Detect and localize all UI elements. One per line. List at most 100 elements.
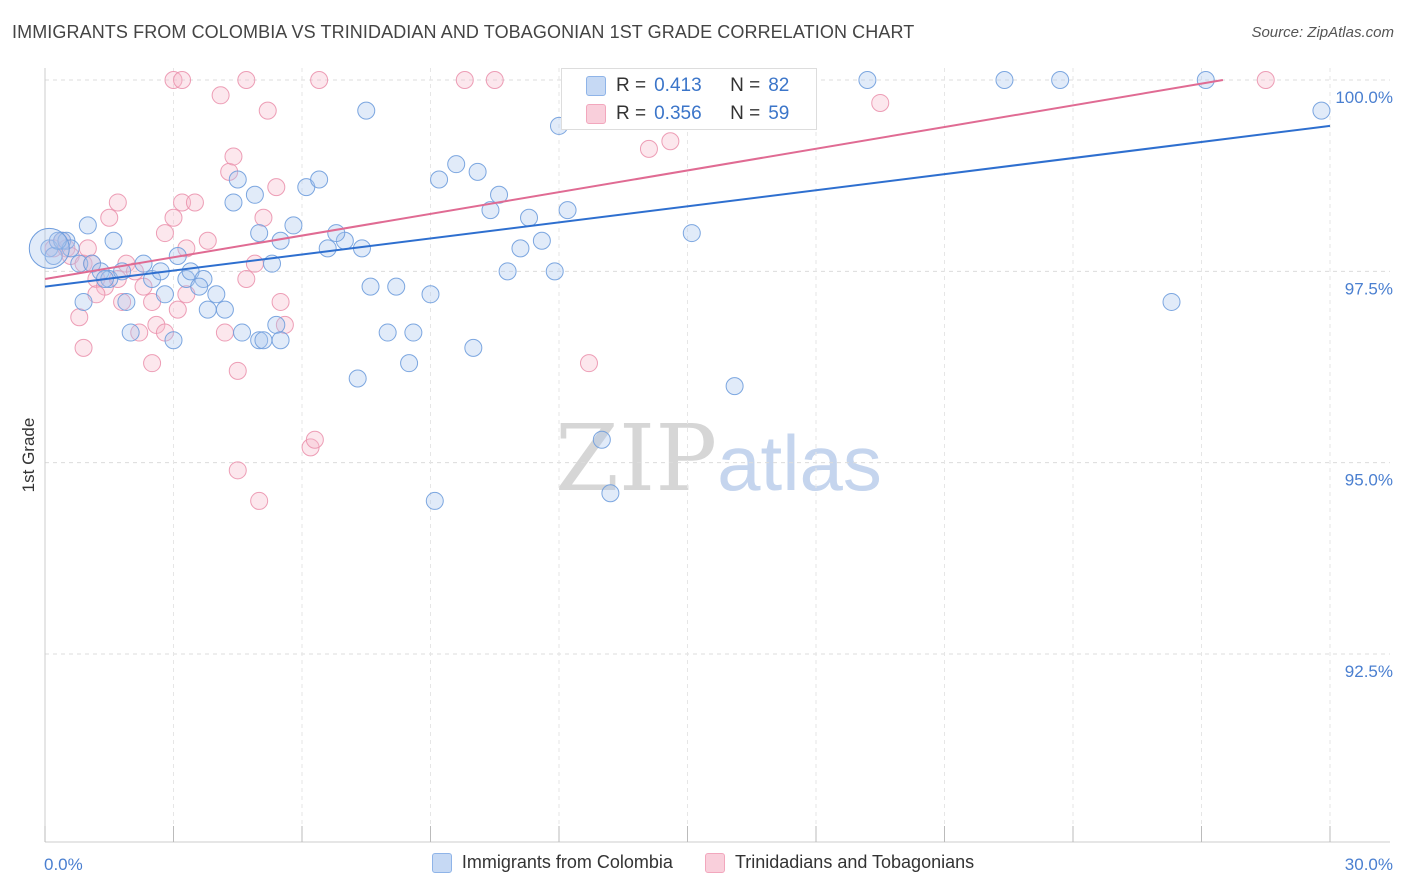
colombia-point [190, 277, 209, 296]
legend-swatch-blue [431, 852, 452, 873]
colombia-point [481, 201, 500, 220]
colombia-point [74, 292, 93, 311]
legend-swatch-pink [704, 852, 725, 873]
stats-r-label-pink: R = [616, 103, 647, 124]
colombia-point [558, 201, 577, 220]
colombia-point [858, 71, 877, 89]
trinidadian-point [108, 193, 127, 212]
colombia-point [233, 323, 252, 342]
colombia-point [400, 354, 419, 373]
trend-line-trinidadian [44, 79, 1224, 280]
colombia-point [361, 277, 380, 296]
colombia-point [430, 170, 449, 189]
colombia-point [327, 224, 346, 243]
trinidadian-point [485, 71, 504, 89]
colombia-point [267, 315, 286, 334]
colombia-point [310, 170, 329, 189]
colombia-point [215, 300, 234, 319]
colombia-point [995, 71, 1014, 89]
colombia-point [1196, 71, 1215, 89]
trinidadian-point [224, 147, 243, 166]
colombia-point [601, 484, 620, 503]
colombia-point [207, 285, 226, 304]
trinidadian-point [310, 71, 329, 89]
colombia-point [1162, 292, 1181, 311]
colombia-point [198, 300, 217, 319]
y-tick-label: 95.0% [1345, 471, 1393, 490]
y-tick-label: 97.5% [1345, 279, 1393, 298]
y-tick-label: 92.5% [1345, 662, 1393, 681]
legend-item-colombia: Immigrants from Colombia [431, 852, 673, 873]
stats-r-value-pink: 0.356 [654, 103, 702, 124]
colombia-point [468, 162, 487, 181]
trinidadian-point [211, 86, 230, 105]
trinidadian-point [155, 224, 174, 243]
axis-labels: 100.0% 97.5% 95.0% 92.5% 0.0% 30.0% 1st Grade [19, 88, 1393, 874]
colombia-point [592, 430, 611, 449]
trinidadian-point [78, 239, 97, 258]
colombia-point [228, 170, 247, 189]
trinidadian-point [267, 178, 286, 197]
colombia-point [78, 216, 97, 235]
stats-n-label-pink: N = [730, 103, 761, 124]
stats-swatch-pink [586, 104, 606, 124]
trinidadian-point [305, 430, 324, 449]
colombia-point [224, 193, 243, 212]
stats-n-label-blue: N = [730, 75, 761, 96]
trend-lines [44, 79, 1331, 288]
colombia-point [348, 369, 367, 388]
colombia-point [447, 155, 466, 174]
colombia-point [254, 331, 273, 350]
x-tick-label-right: 30.0% [1345, 855, 1393, 874]
y-axis-label: 1st Grade [19, 418, 38, 493]
series-trinidadians-points [44, 71, 1275, 510]
x-tick-label-left: 0.0% [44, 855, 83, 874]
trinidadian-point [173, 193, 192, 212]
source-credit: Source: ZipAtlas.com [1251, 24, 1394, 41]
trinidadian-point [228, 461, 247, 480]
colombia-point [245, 185, 264, 204]
legend-label-trinidadian: Trinidadians and Tobagonians [734, 852, 975, 872]
colombia-point [284, 216, 303, 235]
stats-swatch-blue [586, 76, 606, 96]
trinidadian-point [237, 269, 256, 288]
trinidadian-point [113, 292, 132, 311]
colombia-point [70, 254, 89, 273]
colombia-point [725, 377, 744, 396]
colombia-point [1051, 71, 1070, 89]
trinidadian-point [1256, 71, 1275, 89]
series-colombia-points [28, 71, 1331, 510]
trinidadian-point [164, 208, 183, 227]
trinidadian-point [143, 354, 162, 373]
colombia-point [464, 338, 483, 357]
stats-row-blue: R = 0.413 N = 82 [586, 74, 789, 98]
colombia-point [357, 101, 376, 120]
stats-r-label-blue: R = [616, 75, 647, 96]
colombia-point [1312, 101, 1331, 120]
colombia-point [117, 292, 136, 311]
y-tick-label: 100.0% [1335, 88, 1393, 107]
colombia-point [532, 231, 551, 250]
trinidadian-point [237, 71, 256, 89]
colombia-point [164, 331, 183, 350]
colombia-point [271, 331, 290, 350]
colombia-point [682, 224, 701, 243]
trinidadian-point [173, 71, 192, 89]
stats-row-pink: R = 0.356 N = 59 [586, 102, 789, 126]
trinidadian-point [258, 101, 277, 120]
stats-n-value-pink: 59 [768, 103, 790, 124]
trinidadian-point [215, 323, 234, 342]
colombia-point [520, 208, 539, 227]
colombia-point [545, 262, 564, 281]
trinidadian-point [579, 354, 598, 373]
trinidadian-point [661, 132, 680, 151]
trinidadian-point [250, 491, 269, 510]
chart-title: IMMIGRANTS FROM COLOMBIA VS TRINIDADIAN … [12, 22, 915, 42]
trinidadian-point [455, 71, 474, 89]
trinidadian-point [198, 231, 217, 250]
watermark-zip: ZIP [555, 405, 718, 512]
colombia-point [511, 239, 530, 258]
colombia-point [104, 231, 123, 250]
colombia-point [48, 231, 67, 250]
